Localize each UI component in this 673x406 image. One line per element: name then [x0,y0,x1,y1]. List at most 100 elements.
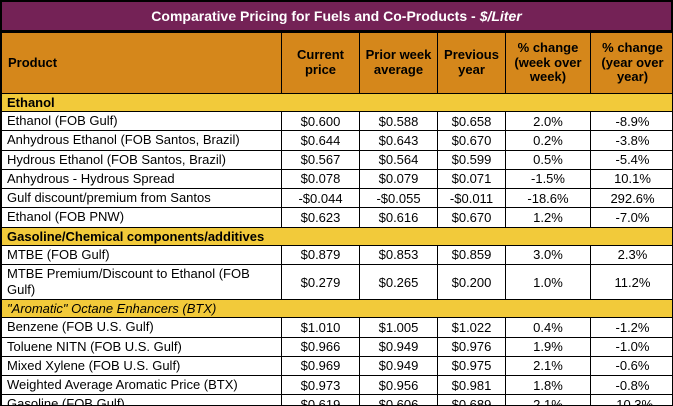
product-cell: Toluene NITN (FOB U.S. Gulf) [1,336,282,357]
column-header-row: Product Current price Prior week average… [1,32,672,94]
pct-yoy-cell: -7.0% [590,207,672,228]
table-row: Benzene (FOB U.S. Gulf) $1.010 $1.005 $1… [1,317,672,338]
product-cell: Mixed Xylene (FOB U.S. Gulf) [1,355,282,377]
table-row: Weighted Average Aromatic Price (BTX) $0… [1,374,672,396]
product-cell: Weighted Average Aromatic Price (BTX) [1,374,282,396]
previous-year-cell: $0.071 [437,168,506,190]
pct-yoy-cell: 2.3% [590,244,672,265]
pct-wow-cell: -18.6% [505,187,591,209]
table-row: Gasoline (FOB Gulf) $0.619 $0.606 $0.689… [1,394,672,405]
previous-year-cell: $0.859 [437,244,506,265]
pct-wow-cell: 1.2% [505,207,591,228]
prior-week-cell: $0.949 [359,336,438,357]
pct-yoy-cell: -0.6% [590,355,672,377]
current-price-cell: $0.644 [281,130,360,151]
pct-yoy-cell: -8.9% [590,110,672,132]
previous-year-cell: $0.200 [437,263,506,301]
product-cell: Ethanol (FOB Gulf) [1,110,282,132]
pricing-table: Product Current price Prior week average… [1,32,672,405]
section-row-ethanol: Ethanol [1,93,672,112]
current-price-cell: $0.966 [281,336,360,357]
product-cell: Ethanol (FOB PNW) [1,207,282,228]
table-row: Gulf discount/premium from Santos -$0.04… [1,187,672,209]
pct-wow-cell: 0.2% [505,130,591,151]
previous-year-cell: $0.981 [437,374,506,396]
pct-yoy-cell: -5.4% [590,149,672,170]
pct-yoy-cell: -10.3% [590,394,672,405]
column-header-previous-year: Previous year [437,32,506,94]
previous-year-cell: $1.022 [437,317,506,338]
pct-wow-cell: -1.5% [505,168,591,190]
pct-wow-cell: 1.0% [505,263,591,301]
prior-week-cell: $0.564 [359,149,438,170]
previous-year-cell: $0.976 [437,336,506,357]
current-price-cell: $0.623 [281,207,360,228]
current-price-cell: $0.879 [281,244,360,265]
product-cell: Benzene (FOB U.S. Gulf) [1,317,282,338]
pct-yoy-cell: -3.8% [590,130,672,151]
pct-yoy-cell: 292.6% [590,187,672,209]
section-row-gasoline-chemical: Gasoline/Chemical components/additives [1,226,672,246]
table-row: Toluene NITN (FOB U.S. Gulf) $0.966 $0.9… [1,336,672,357]
prior-week-cell: $0.079 [359,168,438,190]
product-cell: Gasoline (FOB Gulf) [1,394,282,405]
product-cell: Anhydrous Ethanol (FOB Santos, Brazil) [1,130,282,151]
table-row: Anhydrous - Hydrous Spread $0.078 $0.079… [1,168,672,190]
prior-week-cell: $1.005 [359,317,438,338]
section-label: "Aromatic" Octane Enhancers (BTX) [1,299,672,319]
table-title-text: Comparative Pricing for Fuels and Co-Pro… [151,8,476,24]
product-cell: Gulf discount/premium from Santos [1,187,282,209]
prior-week-cell: $0.606 [359,394,438,405]
pct-wow-cell: 2.1% [505,394,591,405]
previous-year-cell: $0.670 [437,130,506,151]
previous-year-cell: $0.599 [437,149,506,170]
current-price-cell: $0.279 [281,263,360,301]
previous-year-cell: $0.689 [437,394,506,405]
prior-week-cell: $0.949 [359,355,438,377]
current-price-cell: $0.078 [281,168,360,190]
prior-week-cell: $0.265 [359,263,438,301]
previous-year-cell: $0.670 [437,207,506,228]
pct-wow-cell: 1.9% [505,336,591,357]
table-row: Anhydrous Ethanol (FOB Santos, Brazil) $… [1,130,672,151]
current-price-cell: $0.600 [281,110,360,132]
previous-year-cell: -$0.011 [437,187,506,209]
table-row: MTBE (FOB Gulf) $0.879 $0.853 $0.859 3.0… [1,244,672,265]
pct-wow-cell: 3.0% [505,244,591,265]
product-cell: MTBE (FOB Gulf) [1,244,282,265]
pct-wow-cell: 2.1% [505,355,591,377]
pct-yoy-cell: 10.1% [590,168,672,190]
current-price-cell: $1.010 [281,317,360,338]
prior-week-cell: -$0.055 [359,187,438,209]
table-title: Comparative Pricing for Fuels and Co-Pro… [1,1,672,32]
current-price-cell: $0.567 [281,149,360,170]
pct-wow-cell: 1.8% [505,374,591,396]
previous-year-cell: $0.975 [437,355,506,377]
column-header-prior-week-average: Prior week average [359,32,438,94]
prior-week-cell: $0.956 [359,374,438,396]
current-price-cell: -$0.044 [281,187,360,209]
current-price-cell: $0.619 [281,394,360,405]
prior-week-cell: $0.853 [359,244,438,265]
table-title-unit: $/Liter [479,8,522,24]
prior-week-cell: $0.643 [359,130,438,151]
column-header-pct-change-wow: % change (week over week) [505,32,591,94]
pct-yoy-cell: 11.2% [590,263,672,301]
column-header-current-price: Current price [281,32,360,94]
column-header-pct-change-yoy: % change (year over year) [590,32,672,94]
table-row: Mixed Xylene (FOB U.S. Gulf) $0.969 $0.9… [1,355,672,377]
product-cell: Anhydrous - Hydrous Spread [1,168,282,190]
table-row: MTBE Premium/Discount to Ethanol (FOB Gu… [1,263,672,301]
pct-wow-cell: 0.5% [505,149,591,170]
pct-wow-cell: 0.4% [505,317,591,338]
current-price-cell: $0.969 [281,355,360,377]
section-label: Gasoline/Chemical components/additives [1,226,672,246]
column-header-product: Product [1,32,282,94]
pct-yoy-cell: -0.8% [590,374,672,396]
product-cell: MTBE Premium/Discount to Ethanol (FOB Gu… [1,263,282,301]
product-cell: Hydrous Ethanol (FOB Santos, Brazil) [1,149,282,170]
previous-year-cell: $0.658 [437,110,506,132]
table-row: Ethanol (FOB PNW) $0.623 $0.616 $0.670 1… [1,207,672,228]
prior-week-cell: $0.588 [359,110,438,132]
